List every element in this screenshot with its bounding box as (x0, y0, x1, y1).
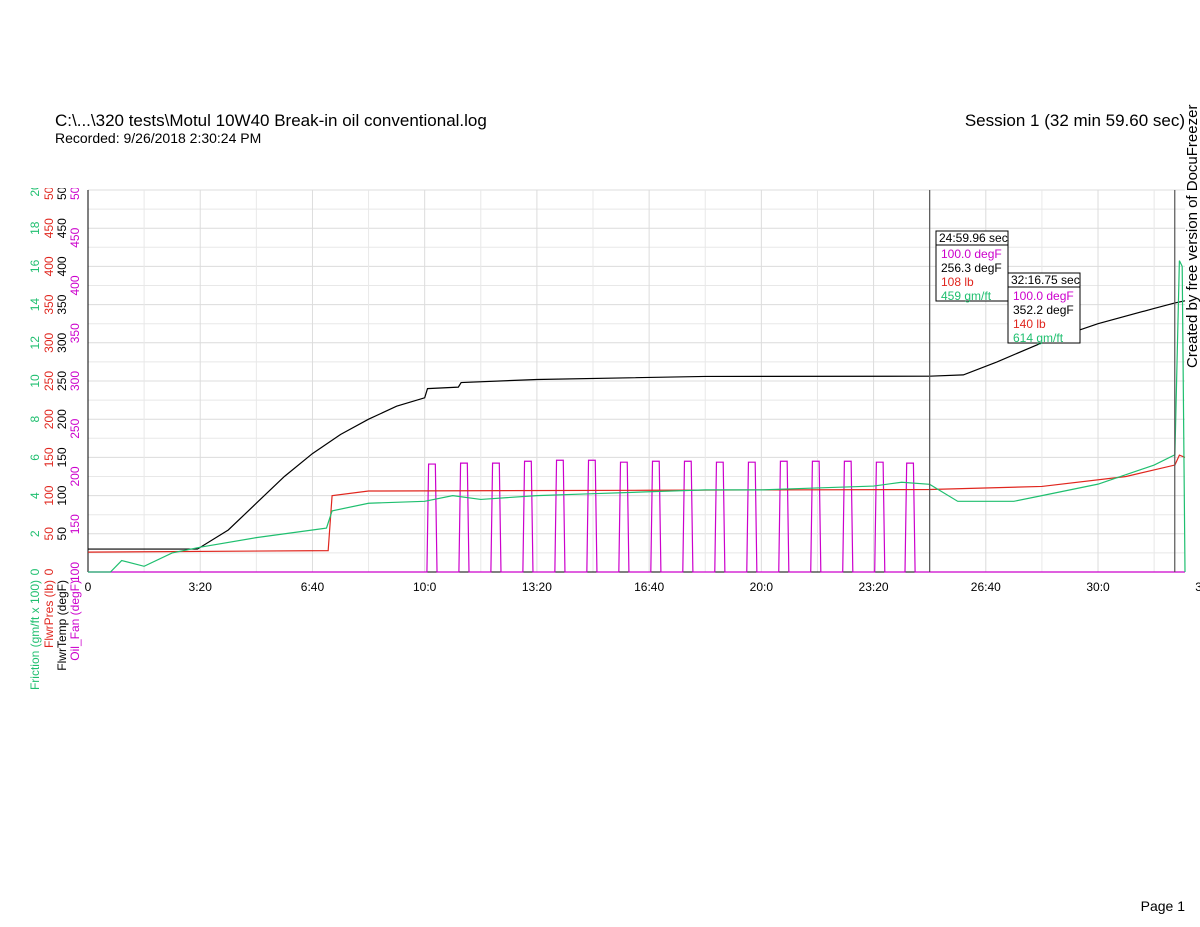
y-tick-label: 0 (28, 568, 42, 575)
y-tick-label: 250 (42, 371, 56, 391)
y-tick-label: 300 (68, 371, 82, 391)
y-tick-label: 250 (55, 371, 69, 391)
cursor-reading: 140 lb (1013, 317, 1046, 331)
y-tick-label: 12 (28, 336, 42, 350)
y-tick-label: 0 (42, 568, 56, 575)
y-tick-label: 400 (42, 256, 56, 276)
y-tick-label: 300 (42, 332, 56, 352)
x-tick-label: 10:0 (413, 580, 437, 594)
y-tick-label: 350 (68, 323, 82, 343)
y-axis-title: Oil_Fan (degF) (68, 580, 82, 661)
recorded: Recorded: 9/26/2018 2:30:24 PM (55, 130, 261, 146)
y-tick-label: 100 (55, 485, 69, 505)
cursor-reading: 352.2 degF (1013, 303, 1074, 317)
session: Session 1 (32 min 59.60 sec) (965, 111, 1185, 130)
y-tick-label: 16 (28, 259, 42, 273)
x-tick-label: 33:20 (1195, 580, 1200, 594)
page-number: Page 1 (1141, 898, 1186, 914)
y-tick-label: 20 (28, 183, 42, 197)
y-tick-label: 300 (55, 332, 69, 352)
series-line (88, 459, 1185, 573)
y-tick-label: 450 (55, 218, 69, 238)
series-line (88, 260, 1186, 573)
x-tick-label: 30:0 (1086, 580, 1110, 594)
y-tick-label: 6 (28, 454, 42, 461)
y-tick-label: 250 (68, 418, 82, 438)
y-tick-label: 450 (42, 218, 56, 238)
y-axis-title: FlwrPres (lb) (42, 580, 56, 648)
x-tick-label: 20:0 (750, 580, 774, 594)
y-tick-label: 18 (28, 221, 42, 235)
cursor-head (1007, 272, 1081, 288)
cursor-head (935, 230, 1009, 246)
file-title: C:\...\320 tests\Motul 10W40 Break-in oi… (55, 111, 487, 130)
x-tick-label: 3:20 (189, 580, 213, 594)
y-tick-label: 4 (28, 492, 42, 499)
y-tick-label: 200 (42, 409, 56, 429)
y-tick-label: 500 (68, 180, 82, 200)
y-tick-label: 200 (68, 466, 82, 486)
y-tick-label: 350 (42, 294, 56, 314)
x-tick-label: 16:40 (634, 580, 664, 594)
y-tick-label: 2 (28, 530, 42, 537)
cursor-time: 32:16.75 sec (1011, 273, 1080, 287)
y-tick-label: 100 (42, 485, 56, 505)
y-tick-label: 500 (55, 180, 69, 200)
y-tick-label: 500 (42, 180, 56, 200)
x-tick-label: 0 (85, 580, 92, 594)
y-tick-label: 350 (55, 294, 69, 314)
watermark: Created by free version of DocuFreezer (1184, 105, 1200, 368)
cursor-reading: 108 lb (941, 275, 974, 289)
cursor-reading: 256.3 degF (941, 261, 1002, 275)
y-tick-label: 150 (68, 514, 82, 534)
cursor-reading: 100.0 degF (1013, 289, 1074, 303)
y-axes: 0246810121416182005010015020025030035040… (28, 180, 82, 582)
y-tick-label: 400 (68, 275, 82, 295)
y-tick-label: 8 (28, 416, 42, 423)
y-tick-label: 50 (42, 527, 56, 541)
x-tick-label: 23:20 (859, 580, 889, 594)
y-tick-label: 150 (55, 447, 69, 467)
y-axis-title: FlwrTemp (degF) (55, 580, 69, 671)
y-tick-label: 100 (68, 562, 82, 582)
y-tick-label: 10 (28, 374, 42, 388)
cursor-time: 24:59.96 sec (939, 231, 1008, 245)
y-axis-title: Friction (gm/ft x 100) (28, 580, 42, 690)
y-tick-label: 400 (55, 256, 69, 276)
y-tick-label: 150 (42, 447, 56, 467)
cursor-reading: 614 gm/ft (1013, 331, 1064, 345)
y-tick-label: 14 (28, 298, 42, 312)
y-tick-label: 450 (68, 227, 82, 247)
y-tick-label: 200 (55, 409, 69, 429)
cursor-reading: 100.0 degF (941, 247, 1002, 261)
x-tick-label: 6:40 (301, 580, 325, 594)
x-tick-label: 26:40 (971, 580, 1001, 594)
cursor-reading: 459 gm/ft (941, 289, 992, 303)
y-tick-label: 50 (55, 527, 69, 541)
x-tick-label: 13:20 (522, 580, 552, 594)
